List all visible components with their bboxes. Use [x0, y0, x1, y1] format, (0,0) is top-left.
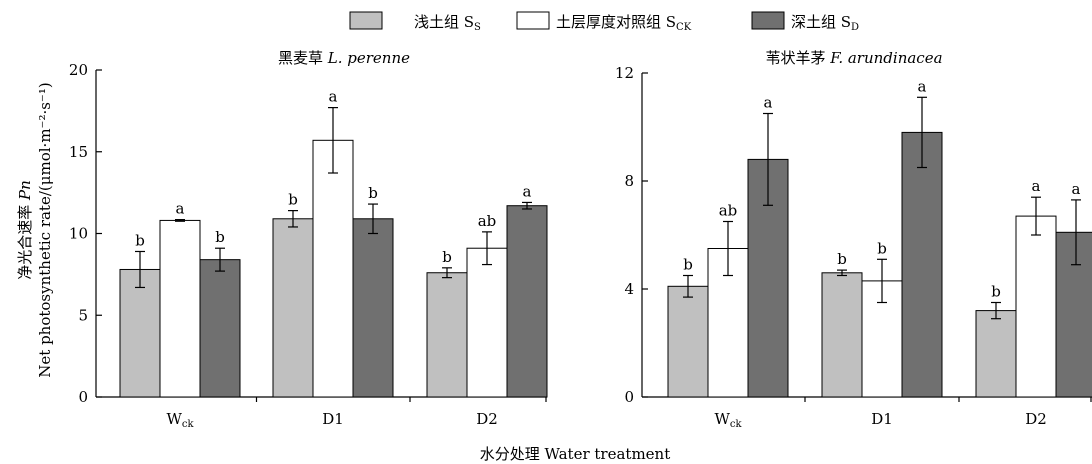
bar [119, 268, 161, 398]
bar [159, 219, 201, 398]
significance-letter: b [288, 191, 298, 209]
bar [901, 131, 943, 398]
significance-letter: b [215, 228, 225, 246]
bar [975, 310, 1017, 398]
y-axis-title-en: Net photosynthetic rate/(μmol·m⁻²·s⁻¹) [36, 82, 54, 377]
x-tick-label: Wck [166, 410, 194, 430]
significance-letter: b [683, 256, 693, 274]
significance-letter: b [135, 231, 145, 249]
significance-letter: b [991, 283, 1001, 301]
significance-letter: ab [478, 212, 497, 230]
chart-lperenne: 0 5 10 15 20 Wck D1 D2 b b b a a ab b b a [69, 61, 548, 430]
legend-swatch-control [516, 11, 550, 30]
panel-title-farundinacea: 苇状羊茅 F. arundinacea [765, 49, 942, 67]
significance-letter: b [877, 239, 887, 257]
legend-label-control: 土层厚度对照组 SCK [556, 13, 692, 33]
legend-label-shallow: 浅土组 SS [414, 13, 481, 33]
bar [426, 272, 468, 398]
x-tick-label: Wck [714, 410, 742, 430]
y-tick-label: 10 [69, 225, 88, 243]
x-tick-label: D1 [322, 410, 344, 428]
y-tick-label: 5 [78, 306, 88, 324]
y-tick-label: 0 [78, 388, 88, 406]
y-tick-label: 0 [624, 388, 634, 406]
bar [352, 218, 394, 398]
y-tick-label: 8 [624, 172, 634, 190]
bar [272, 218, 314, 398]
x-axis-title: 水分处理 Water treatment [480, 445, 671, 463]
chart-farundinacea: 0 4 8 12 Wck D1 D2 b b b ab b a a a a [615, 64, 1092, 430]
significance-letter: b [442, 248, 452, 266]
bar [1055, 231, 1092, 398]
legend: 浅土组 SS 土层厚度对照组 SCK 深土组 SD [349, 11, 859, 33]
significance-letter: a [1032, 177, 1041, 195]
bar [1015, 215, 1057, 398]
significance-letter: b [837, 250, 847, 268]
legend-swatch-shallow [349, 11, 383, 30]
x-tick-label: D1 [871, 410, 893, 428]
bar [667, 285, 709, 398]
legend-swatch-deep [751, 11, 785, 30]
significance-letter: ab [719, 202, 738, 220]
bar [199, 259, 241, 398]
bar [821, 272, 863, 398]
y-axis-title: 净光合速率 Pn Net photosynthetic rate/(μmol·m… [16, 82, 54, 377]
significance-letter: a [176, 200, 185, 218]
significance-letter: a [918, 77, 927, 95]
legend-label-deep: 深土组 SD [791, 13, 859, 33]
y-axis-title-zh: 净光合速率 Pn [16, 180, 34, 280]
significance-letter: a [329, 88, 338, 106]
significance-letter: a [764, 94, 773, 112]
significance-letter: a [1072, 180, 1081, 198]
significance-letter: b [368, 184, 378, 202]
x-tick-label: D2 [476, 410, 498, 428]
significance-letter: a [523, 182, 532, 200]
bar [466, 247, 508, 398]
bar [312, 139, 354, 398]
panel-title-lperenne: 黑麦草 L. perenne [278, 49, 410, 67]
x-tick-label: D2 [1025, 410, 1047, 428]
bar [506, 205, 548, 398]
y-tick-label: 15 [69, 143, 88, 161]
y-tick-label: 4 [624, 280, 634, 298]
y-tick-label: 12 [615, 64, 634, 82]
y-tick-label: 20 [69, 61, 88, 79]
